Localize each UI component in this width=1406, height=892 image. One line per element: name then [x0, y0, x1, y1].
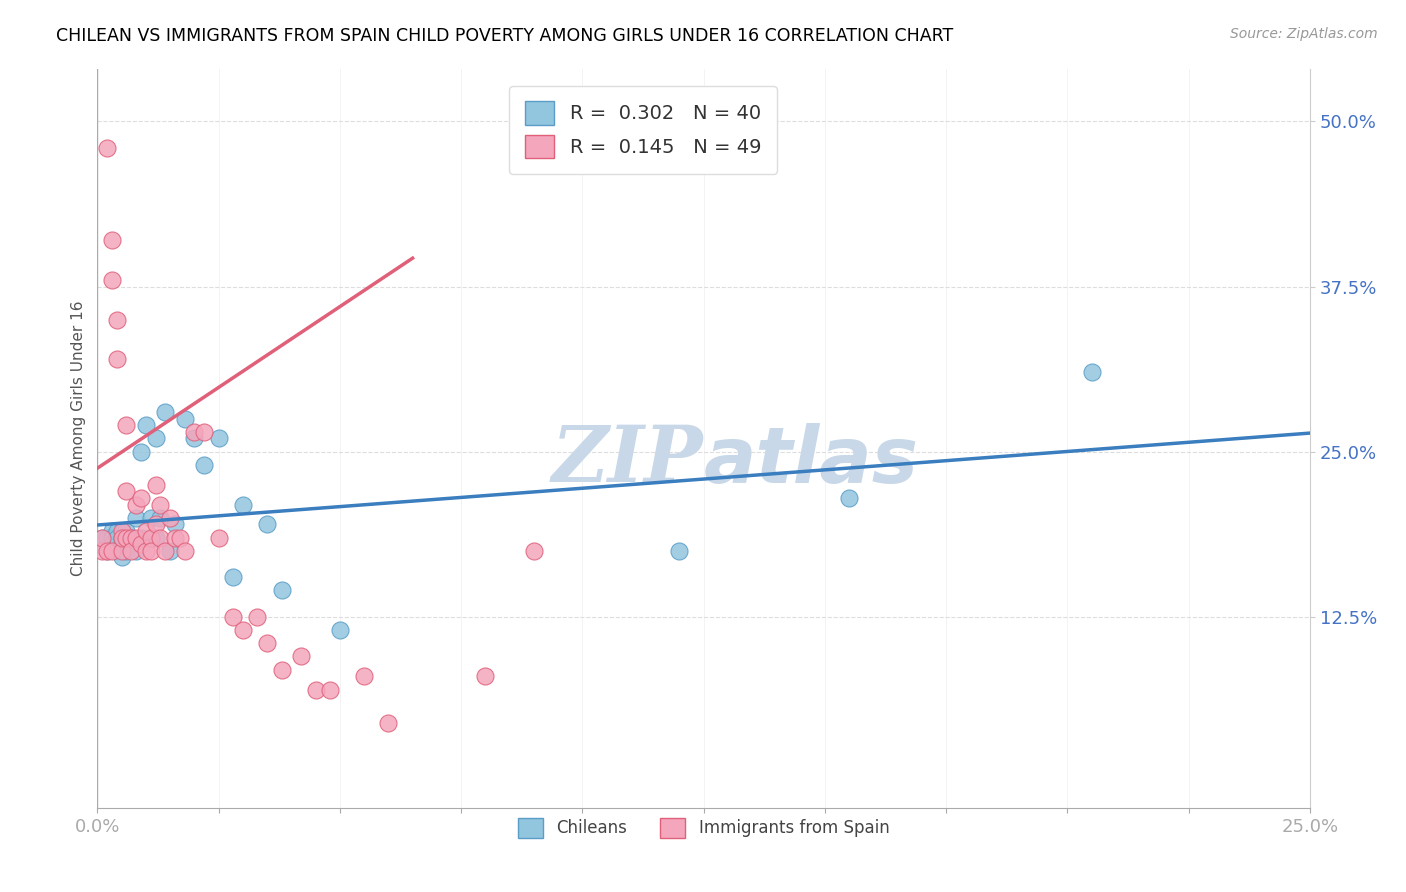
- Point: [105, 352, 128, 367]
- Point: [149, 531, 172, 545]
- Point: [169, 531, 191, 545]
- Point: [139, 531, 162, 545]
- Point: [105, 524, 128, 538]
- Point: [270, 583, 292, 598]
- Point: [304, 682, 326, 697]
- Point: [838, 491, 860, 505]
- Point: [120, 537, 142, 551]
- Point: [120, 531, 142, 545]
- Point: [135, 524, 157, 538]
- Point: [110, 531, 132, 545]
- Point: [173, 411, 195, 425]
- Point: [101, 273, 124, 287]
- Point: [115, 543, 138, 558]
- Point: [135, 418, 157, 433]
- Point: [105, 531, 128, 545]
- Point: [232, 623, 254, 637]
- Point: [163, 517, 186, 532]
- Point: [120, 543, 142, 558]
- Point: [110, 550, 132, 565]
- Point: [91, 531, 114, 545]
- Point: [105, 543, 128, 558]
- Point: [145, 517, 167, 532]
- Point: [125, 498, 148, 512]
- Point: [183, 425, 205, 439]
- Point: [115, 484, 138, 499]
- Point: [101, 524, 124, 538]
- Point: [115, 418, 138, 433]
- Point: [129, 491, 152, 505]
- Point: [222, 570, 245, 584]
- Legend: Chileans, Immigrants from Spain: Chileans, Immigrants from Spain: [512, 811, 896, 845]
- Point: [159, 510, 181, 524]
- Point: [91, 543, 114, 558]
- Point: [1080, 366, 1102, 380]
- Text: Source: ZipAtlas.com: Source: ZipAtlas.com: [1230, 27, 1378, 41]
- Point: [353, 669, 375, 683]
- Point: [139, 543, 162, 558]
- Point: [110, 531, 132, 545]
- Point: [96, 531, 118, 545]
- Point: [145, 531, 167, 545]
- Point: [159, 543, 181, 558]
- Point: [222, 610, 245, 624]
- Point: [193, 425, 215, 439]
- Point: [193, 458, 215, 472]
- Point: [135, 543, 157, 558]
- Point: [290, 649, 312, 664]
- Point: [101, 543, 124, 558]
- Point: [155, 405, 177, 419]
- Point: [207, 432, 229, 446]
- Point: [129, 537, 152, 551]
- Point: [173, 543, 195, 558]
- Point: [319, 682, 342, 697]
- Text: atlas: atlas: [703, 423, 918, 499]
- Point: [91, 531, 114, 545]
- Point: [155, 543, 177, 558]
- Point: [96, 543, 118, 558]
- Y-axis label: Child Poverty Among Girls Under 16: Child Poverty Among Girls Under 16: [72, 301, 86, 576]
- Point: [105, 312, 128, 326]
- Point: [163, 531, 186, 545]
- Point: [125, 510, 148, 524]
- Point: [668, 543, 690, 558]
- Point: [256, 517, 278, 532]
- Point: [139, 510, 162, 524]
- Point: [96, 543, 118, 558]
- Point: [120, 531, 142, 545]
- Point: [207, 531, 229, 545]
- Point: [115, 531, 138, 545]
- Point: [329, 623, 352, 637]
- Point: [149, 510, 172, 524]
- Point: [129, 444, 152, 458]
- Text: CHILEAN VS IMMIGRANTS FROM SPAIN CHILD POVERTY AMONG GIRLS UNDER 16 CORRELATION : CHILEAN VS IMMIGRANTS FROM SPAIN CHILD P…: [56, 27, 953, 45]
- Point: [110, 537, 132, 551]
- Point: [145, 432, 167, 446]
- Point: [246, 610, 269, 624]
- Point: [377, 715, 399, 730]
- Point: [125, 543, 148, 558]
- Point: [101, 233, 124, 247]
- Point: [523, 543, 546, 558]
- Point: [474, 669, 496, 683]
- Point: [145, 477, 167, 491]
- Point: [110, 543, 132, 558]
- Point: [125, 531, 148, 545]
- Point: [149, 498, 172, 512]
- Point: [115, 524, 138, 538]
- Point: [183, 432, 205, 446]
- Point: [96, 141, 118, 155]
- Point: [129, 531, 152, 545]
- Point: [101, 531, 124, 545]
- Point: [270, 663, 292, 677]
- Point: [101, 537, 124, 551]
- Point: [110, 524, 132, 538]
- Text: ZIP: ZIP: [553, 423, 703, 499]
- Point: [232, 498, 254, 512]
- Point: [256, 636, 278, 650]
